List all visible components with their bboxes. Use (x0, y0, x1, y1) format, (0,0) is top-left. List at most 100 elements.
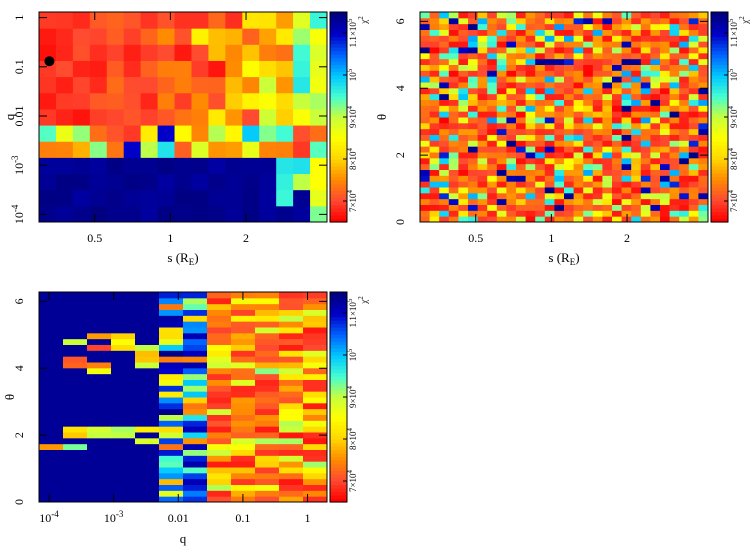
heatmap-cell (231, 391, 256, 398)
heatmap-cell (303, 484, 328, 491)
colorbar-segment (330, 201, 347, 206)
heatmap-cell (87, 367, 112, 375)
heatmap-cell (602, 181, 613, 188)
heatmap-cell (544, 29, 555, 36)
heatmap-cell (564, 122, 575, 130)
heatmap-cell (231, 321, 256, 328)
heatmap-cell (207, 321, 232, 328)
heatmap-cell (140, 76, 159, 94)
colorbar-segment (330, 33, 347, 38)
heatmap-cell (63, 327, 88, 334)
heatmap-cell (592, 105, 603, 112)
heatmap-cell (468, 146, 479, 153)
heatmap-cell (111, 367, 136, 375)
heatmap-cell (477, 140, 488, 147)
heatmap-cell (660, 128, 671, 135)
heatmap-cell (525, 204, 536, 211)
heatmap-cell (111, 432, 136, 439)
heatmap-cell (255, 484, 280, 491)
heatmap-cell (242, 12, 260, 29)
heatmap-cell (525, 122, 536, 130)
heatmap-cell (39, 432, 64, 439)
heatmap-cell (660, 29, 671, 36)
heatmap-cell (183, 297, 208, 305)
heatmap-cell (602, 87, 613, 95)
heatmap-cell (111, 321, 136, 328)
heatmap-cell (231, 461, 256, 468)
colorbar-tick-label: 105 (727, 68, 739, 81)
colorbar-tick-label: 9×104 (346, 105, 358, 128)
heatmap-cell (183, 356, 208, 363)
heatmap-cell (448, 82, 459, 89)
heatmap-cell (535, 216, 546, 223)
heatmap-cell (650, 181, 661, 188)
heatmap-cell (207, 297, 232, 305)
heatmap-cell (458, 111, 469, 118)
heatmap-cell (496, 146, 507, 153)
colorbar-segment (330, 40, 347, 45)
heatmap-cell (63, 315, 88, 322)
heatmap-cell (650, 105, 661, 112)
heatmap-cell (208, 44, 226, 61)
heatmap-cell (87, 297, 112, 305)
heatmap-cell (640, 175, 651, 182)
y-tick-label: 0.01 (12, 105, 26, 126)
heatmap-cell (688, 111, 699, 118)
heatmap-cell (111, 362, 136, 369)
heatmap-cell (640, 157, 651, 165)
heatmap-cell (544, 41, 555, 48)
heatmap-cell (487, 181, 498, 188)
heatmap-cell (631, 192, 642, 200)
heatmap-cell (420, 41, 431, 48)
heatmap-cell (544, 187, 555, 194)
heatmap-cell (688, 146, 699, 153)
heatmap-cell (183, 391, 208, 398)
heatmap-cell (631, 23, 642, 30)
colorbar-segment (330, 348, 347, 353)
heatmap-cell (39, 189, 57, 207)
heatmap-cell (276, 44, 294, 61)
heatmap-cell (621, 134, 632, 141)
heatmap-cell (439, 105, 450, 112)
heatmap-cell (242, 92, 260, 110)
heatmap-cell (669, 17, 680, 25)
heatmap-cell (111, 332, 136, 340)
heatmap-cell (487, 17, 498, 25)
heatmap-cell (592, 198, 603, 205)
colorbar-segment (711, 190, 728, 195)
colorbar-segment (330, 22, 347, 27)
heatmap-cell (279, 472, 304, 480)
heatmap-cell (640, 76, 651, 83)
heatmap-cell (89, 60, 108, 78)
heatmap-cell (159, 472, 184, 480)
heatmap-cell (310, 44, 328, 61)
x-tick-label: 1 (548, 231, 554, 245)
x-tick-label: 0.5 (87, 231, 102, 245)
heatmap-cell (688, 23, 699, 30)
heatmap-cell (183, 408, 208, 415)
heatmap-cell (688, 87, 699, 95)
heatmap-cell (554, 175, 565, 182)
heatmap-cell (573, 58, 584, 65)
heatmap-cell (573, 70, 584, 77)
heatmap-cell (525, 152, 536, 159)
heatmap-cell (255, 478, 280, 485)
heatmap-cell (255, 443, 280, 450)
colorbar-tick-label: 1.1×105 (727, 18, 739, 47)
heatmap-cell (602, 216, 613, 223)
heatmap-cell (448, 192, 459, 200)
heatmap-cell (592, 87, 603, 95)
heatmap-cell (516, 198, 527, 205)
heatmap-cell (602, 117, 613, 124)
heatmap-cell (303, 362, 328, 369)
colorbar-segment (330, 456, 347, 461)
heatmap-cell (279, 496, 304, 503)
heatmap-cell (255, 496, 280, 503)
heatmap-cell (592, 76, 603, 83)
heatmap-cell (554, 122, 565, 130)
heatmap-cell (698, 47, 709, 54)
heatmap-cell (516, 52, 527, 60)
heatmap-cell (159, 484, 184, 491)
heatmap-cell (279, 484, 304, 491)
heatmap-cell (525, 12, 536, 19)
